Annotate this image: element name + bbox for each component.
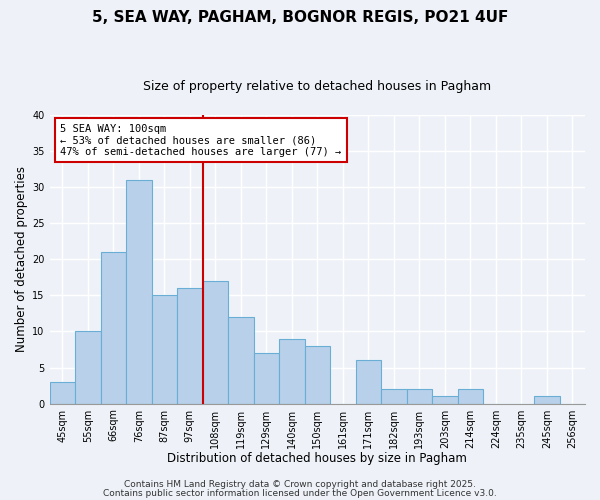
Bar <box>203 281 228 404</box>
Bar <box>126 180 152 404</box>
Text: Contains HM Land Registry data © Crown copyright and database right 2025.: Contains HM Land Registry data © Crown c… <box>124 480 476 489</box>
Bar <box>381 389 407 404</box>
Bar <box>356 360 381 404</box>
Bar <box>534 396 560 404</box>
Bar <box>254 353 279 404</box>
Bar <box>75 332 101 404</box>
Bar <box>305 346 330 404</box>
X-axis label: Distribution of detached houses by size in Pagham: Distribution of detached houses by size … <box>167 452 467 465</box>
Bar <box>50 382 75 404</box>
Text: 5, SEA WAY, PAGHAM, BOGNOR REGIS, PO21 4UF: 5, SEA WAY, PAGHAM, BOGNOR REGIS, PO21 4… <box>92 10 508 25</box>
Y-axis label: Number of detached properties: Number of detached properties <box>15 166 28 352</box>
Text: Contains public sector information licensed under the Open Government Licence v3: Contains public sector information licen… <box>103 488 497 498</box>
Title: Size of property relative to detached houses in Pagham: Size of property relative to detached ho… <box>143 80 491 93</box>
Bar <box>101 252 126 404</box>
Bar <box>177 288 203 404</box>
Bar <box>432 396 458 404</box>
Bar <box>279 338 305 404</box>
Bar <box>407 389 432 404</box>
Bar <box>228 317 254 404</box>
Bar <box>458 389 483 404</box>
Bar <box>152 296 177 404</box>
Text: 5 SEA WAY: 100sqm
← 53% of detached houses are smaller (86)
47% of semi-detached: 5 SEA WAY: 100sqm ← 53% of detached hous… <box>60 124 341 157</box>
